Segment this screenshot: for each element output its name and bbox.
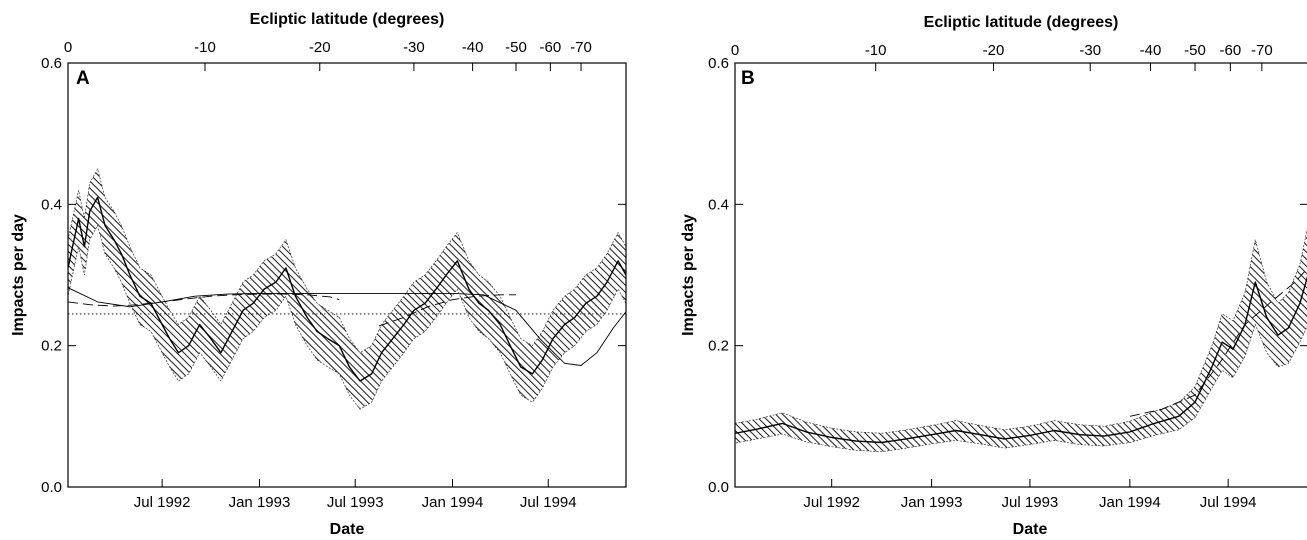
y-tick-label: 0.2 (708, 338, 729, 355)
panel-a-y-axis-title: Impacts per day (10, 214, 27, 336)
x-tick-label: Jul 1992 (803, 494, 860, 511)
panel-b-x-ticks: Jul 1992 Jan 1993 Jul 1993 Jan 1994 Jul 1994 (803, 479, 1257, 511)
panel-a-top-ticks: 0 -10 -20 -30 -40 -50 -60 -70 (64, 39, 592, 71)
top-tick-label: -20 (309, 39, 331, 56)
panel-a-series-model-dashed-line (68, 293, 340, 307)
panel-b-y-axis-title: Impacts per day (680, 214, 697, 336)
top-tick-label: 0 (731, 42, 739, 59)
top-tick-label: -60 (540, 39, 562, 56)
top-tick-label: -10 (194, 39, 216, 56)
top-tick-label: -40 (462, 39, 484, 56)
panel-b-top-axis-title: Ecliptic latitude (degrees) (924, 14, 1119, 31)
top-tick-label: -70 (570, 39, 592, 56)
panel-a-uncertainty-band (68, 169, 626, 410)
panel-b-series-model-dashed-line (1129, 268, 1307, 417)
x-tick-label: Jul 1994 (520, 494, 577, 511)
y-tick-label: 0.2 (41, 338, 62, 355)
top-tick-label: -70 (1251, 42, 1273, 59)
panel-b-series-measured-line (735, 275, 1307, 444)
panel-a-y-ticks: 0.0 0.2 0.4 0.6 (41, 55, 626, 496)
panel-a-x-axis-title: Date (330, 521, 365, 538)
panel-b-letter: B (741, 68, 755, 89)
panel-b-uncertainty-band (735, 230, 1307, 452)
panel-a-series-model-dashed-line (378, 294, 516, 327)
top-tick-label: -30 (403, 39, 425, 56)
top-tick-label: -30 (1079, 42, 1101, 59)
x-tick-label: Jul 1992 (134, 494, 191, 511)
y-tick-label: 0.4 (708, 196, 729, 213)
y-tick-label: 0.0 (708, 479, 729, 496)
panel-b-plot (735, 228, 1307, 453)
panel-a-series-model-solid-line (68, 287, 626, 366)
panel-a: Ecliptic latitude (degrees) 0 -10 -20 -30 -4… (10, 11, 627, 538)
top-tick-label: -50 (1184, 42, 1206, 59)
panel-b: Ecliptic latitude (degrees) 0 -10 -20 -30 -4… (680, 14, 1307, 538)
panel-b-band-upper-edge (735, 228, 1307, 434)
panel-a-x-ticks: Jul 1992 Jan 1993 Jul 1993 Jan 1994 Jul 1994 (134, 479, 577, 511)
x-tick-label: Jan 1994 (422, 494, 484, 511)
panel-b-frame (734, 62, 1307, 488)
top-tick-label: 0 (64, 39, 72, 56)
x-tick-label: Jul 1993 (1002, 494, 1059, 511)
x-tick-label: Jan 1993 (901, 494, 963, 511)
panel-a-letter: A (76, 68, 90, 89)
panel-a-plot (68, 168, 626, 410)
top-tick-label: -10 (865, 42, 887, 59)
x-tick-label: Jan 1993 (229, 494, 291, 511)
y-tick-label: 0.4 (41, 196, 62, 213)
y-tick-label: 0.6 (41, 55, 62, 72)
top-tick-label: -40 (1140, 42, 1162, 59)
panel-a-top-axis-title: Ecliptic latitude (degrees) (250, 11, 445, 28)
panel-b-x-axis-title: Date (1013, 521, 1048, 538)
panel-a-band-lower-edge (68, 224, 626, 410)
x-tick-label: Jul 1993 (327, 494, 384, 511)
x-tick-label: Jan 1994 (1099, 494, 1161, 511)
panel-b-y-ticks: 0.0 0.2 0.4 0.6 (708, 55, 1307, 496)
top-tick-label: -60 (1219, 42, 1241, 59)
top-tick-label: -50 (505, 39, 527, 56)
panel-b-top-ticks: 0 -10 -20 -30 -40 -50 -60 -70 (731, 42, 1273, 71)
panel-b-band-lower-edge (735, 323, 1307, 453)
panel-a-frame (67, 62, 627, 488)
y-tick-label: 0.0 (41, 479, 62, 496)
panel-a-series-measured-line (68, 196, 626, 382)
top-tick-label: -20 (983, 42, 1005, 59)
y-tick-label: 0.6 (708, 55, 729, 72)
x-tick-label: Jul 1994 (1200, 494, 1257, 511)
